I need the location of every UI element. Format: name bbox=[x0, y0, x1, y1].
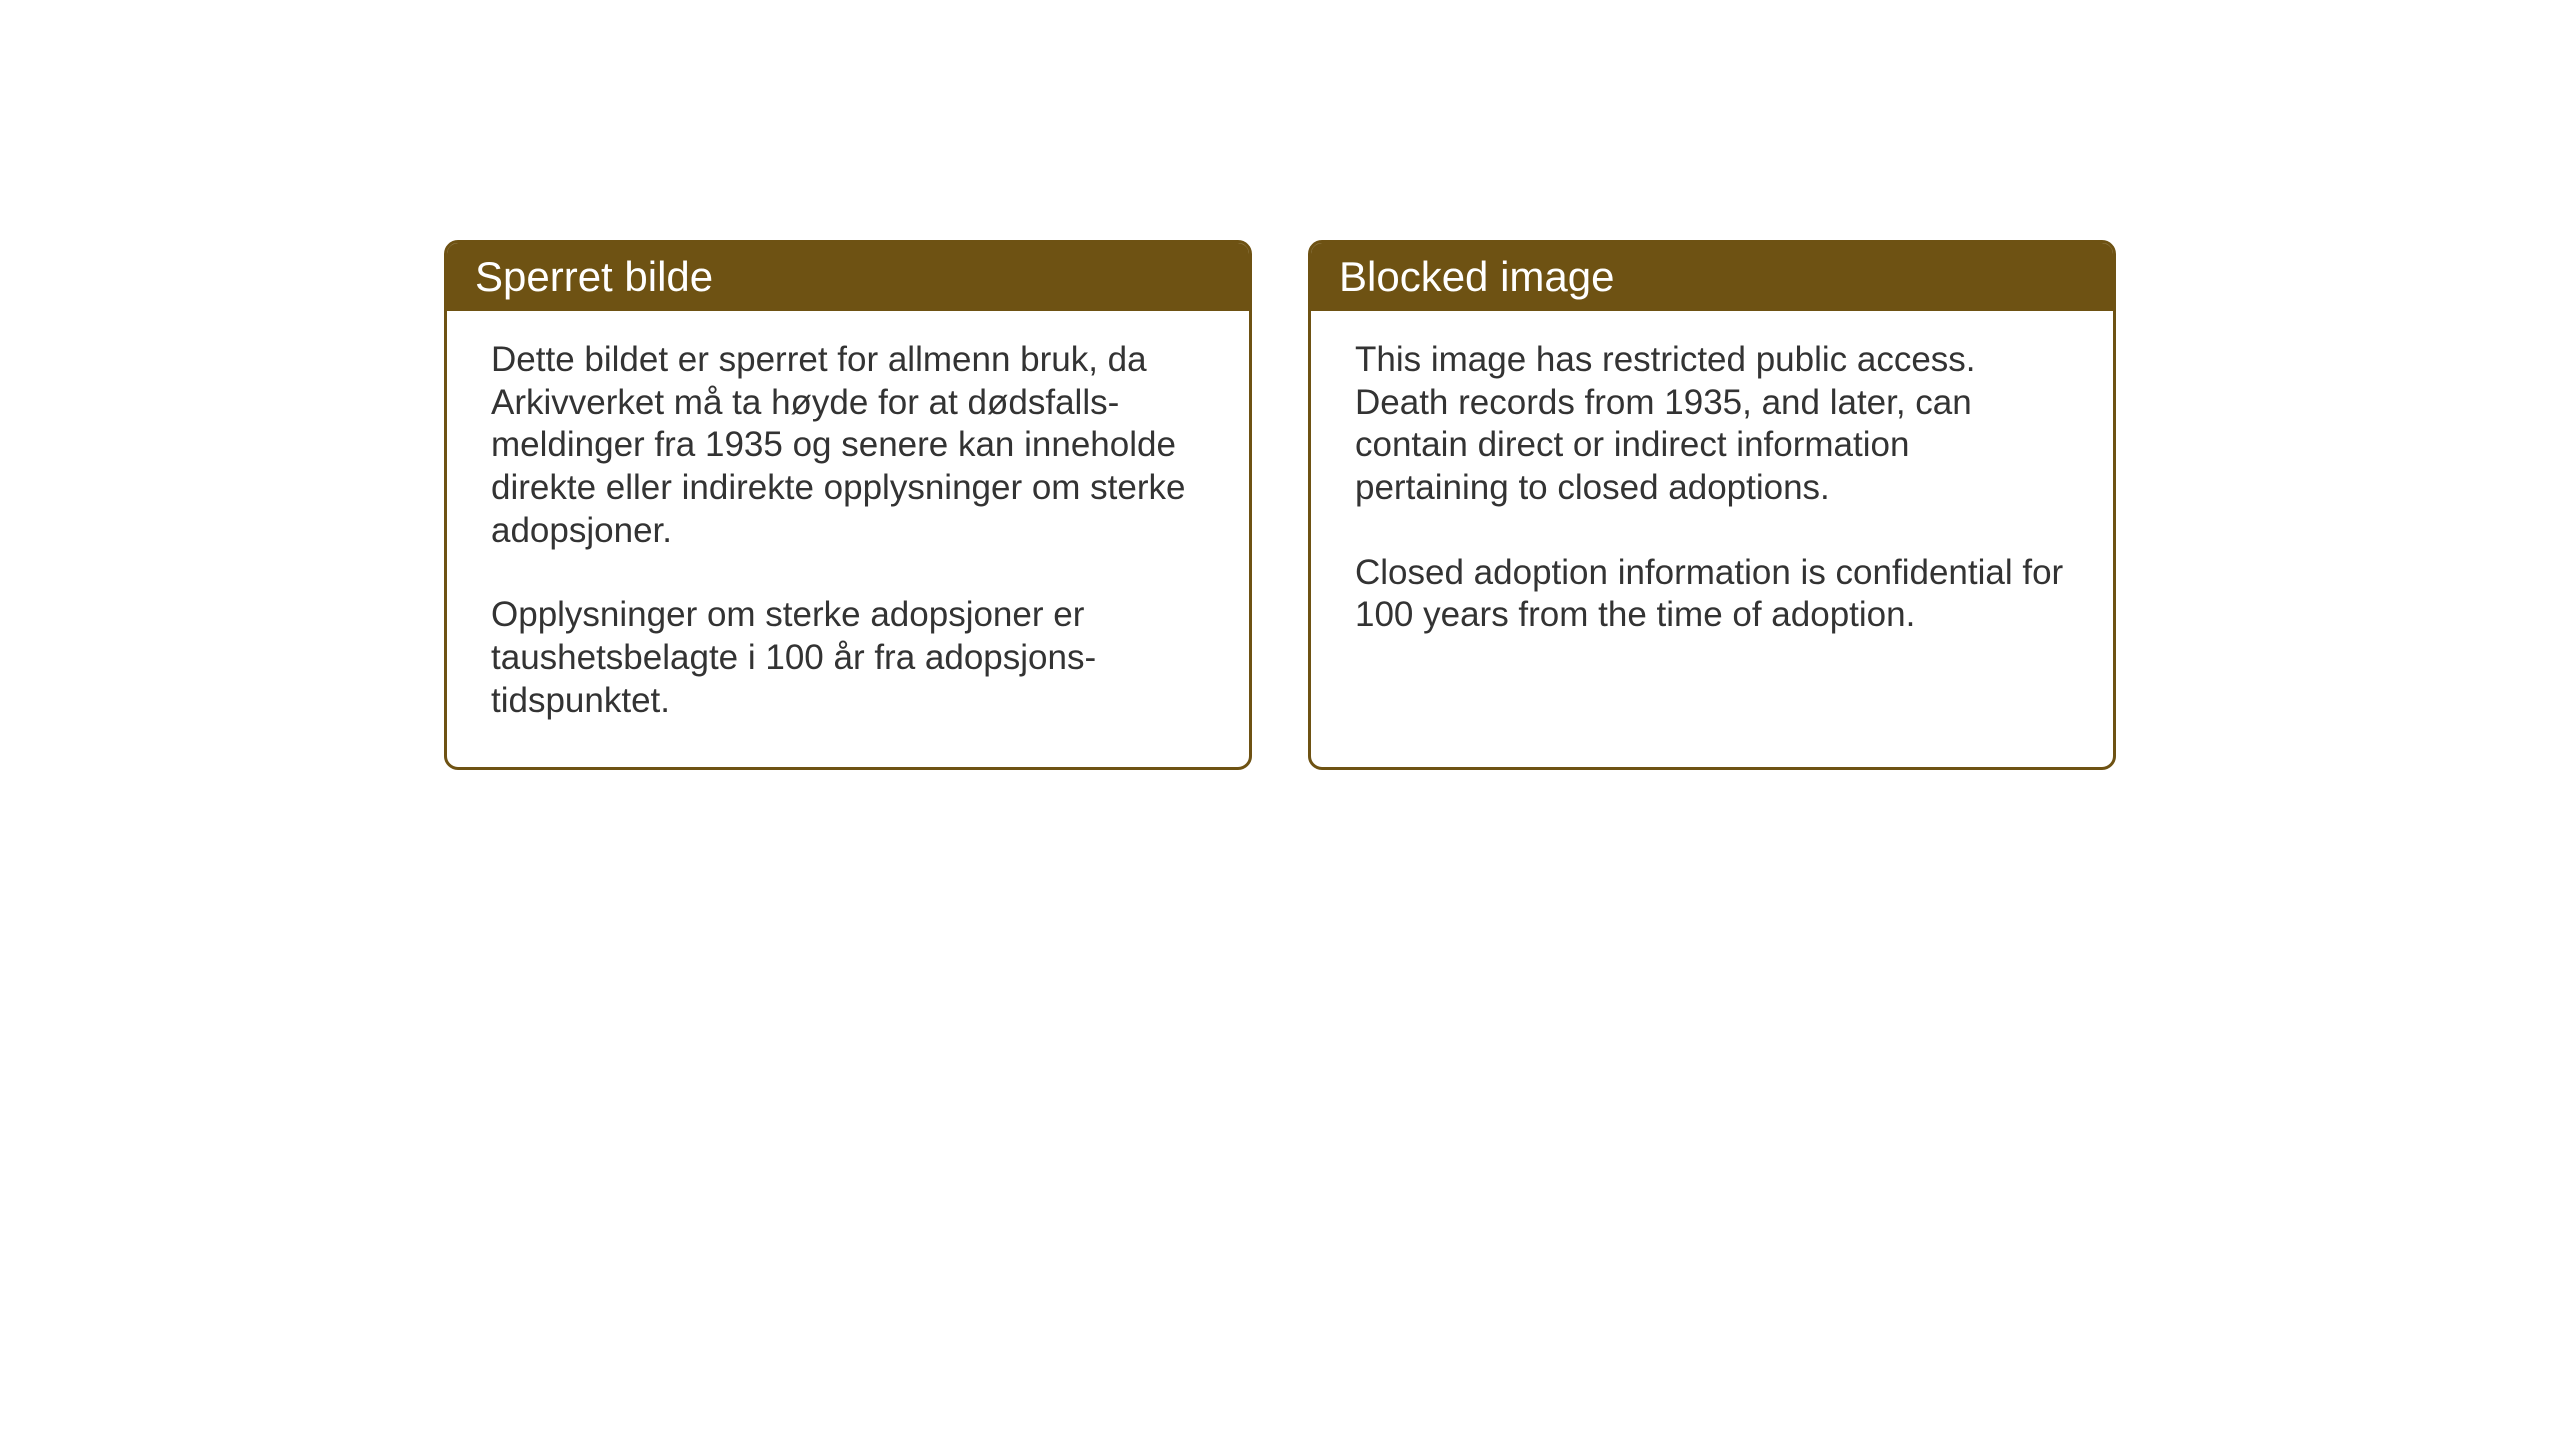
notice-box-norwegian: Sperret bilde Dette bildet er sperret fo… bbox=[444, 240, 1252, 770]
notice-header-english: Blocked image bbox=[1311, 243, 2113, 311]
notice-paragraph: Opplysninger om sterke adopsjoner er tau… bbox=[491, 594, 1205, 722]
notice-body-english: This image has restricted public access.… bbox=[1311, 311, 2113, 681]
notice-paragraph: Closed adoption information is confident… bbox=[1355, 552, 2069, 637]
notice-paragraph: This image has restricted public access.… bbox=[1355, 339, 2069, 510]
notice-box-english: Blocked image This image has restricted … bbox=[1308, 240, 2116, 770]
notice-header-norwegian: Sperret bilde bbox=[447, 243, 1249, 311]
notice-body-norwegian: Dette bildet er sperret for allmenn bruk… bbox=[447, 311, 1249, 767]
notice-container: Sperret bilde Dette bildet er sperret fo… bbox=[444, 240, 2560, 770]
notice-paragraph: Dette bildet er sperret for allmenn bruk… bbox=[491, 339, 1205, 552]
